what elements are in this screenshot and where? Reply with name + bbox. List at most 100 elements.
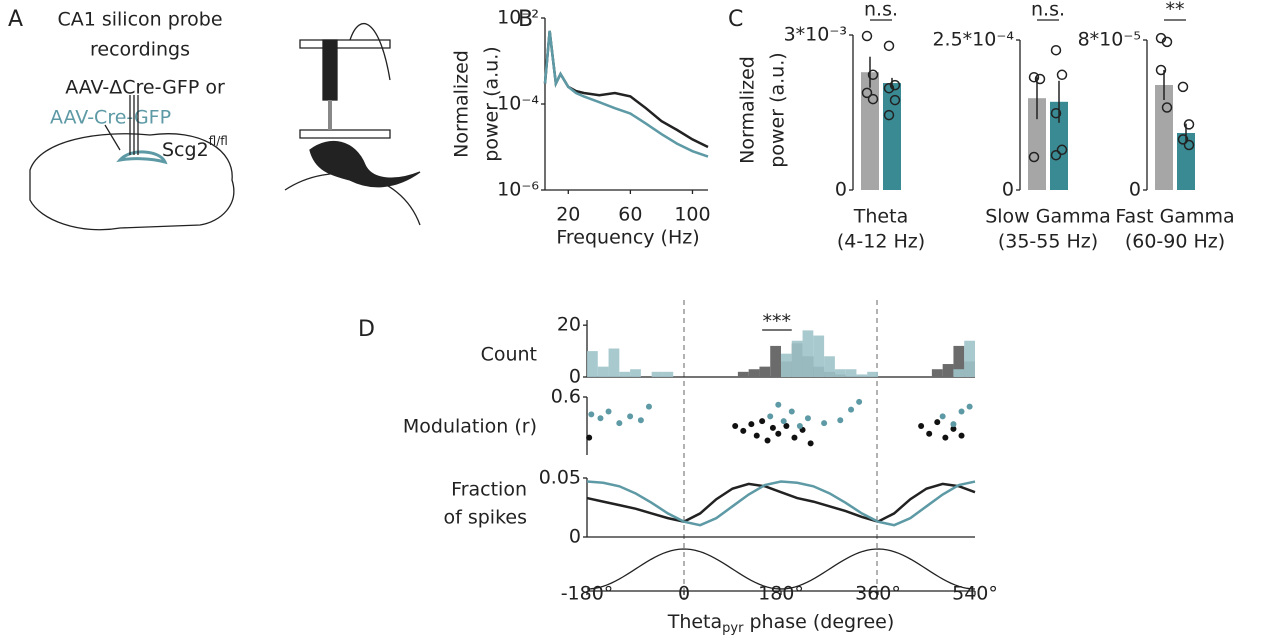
histogram-bar — [759, 366, 771, 377]
scatter-point — [627, 413, 634, 420]
data-point — [889, 79, 901, 91]
scatter-point — [791, 434, 798, 441]
histogram-bar — [630, 369, 641, 377]
data-point — [1056, 69, 1068, 81]
data-point — [1050, 44, 1062, 56]
series-line — [543, 30, 709, 158]
y-axis-label: Count — [481, 344, 537, 366]
data-point — [889, 94, 901, 106]
scatter-point — [767, 413, 774, 420]
histogram-bar — [597, 366, 609, 377]
y-tick-label: 8*10⁻⁵ — [1078, 29, 1141, 51]
data-point — [867, 93, 879, 105]
y-axis-label: power (a.u.) — [481, 46, 503, 161]
histogram-bar — [942, 364, 954, 377]
data-point — [861, 87, 873, 99]
probe — [129, 95, 139, 155]
y-tick-label: 0 — [569, 366, 581, 388]
bar — [1177, 133, 1195, 190]
scatter-point — [934, 419, 941, 426]
data-point — [1028, 151, 1040, 163]
x-tick-label: 540° — [952, 583, 998, 605]
scatter-point — [759, 418, 766, 425]
y-tick-label: 2.5*10⁻⁴ — [932, 29, 1014, 51]
x-label-main: Theta — [667, 611, 722, 633]
scatter-point — [807, 440, 814, 447]
panel-label: D — [358, 317, 375, 342]
significance: n.s. — [864, 0, 898, 21]
histogram-bar — [770, 345, 781, 377]
y-axis-label: Normalized — [737, 56, 759, 164]
headstage — [322, 39, 338, 101]
holder — [299, 39, 391, 139]
histogram-bar — [824, 356, 835, 377]
panel-a-text: AAV-ΔCre-GFP or — [65, 77, 225, 99]
data-point — [1161, 102, 1173, 113]
histogram-bar — [737, 371, 749, 377]
y-tick-label: 3*10⁻³ — [784, 24, 847, 46]
scatter-point — [926, 430, 933, 437]
histogram-bar — [964, 340, 975, 377]
mouse — [309, 141, 421, 188]
y-axis-label: Fraction — [451, 479, 527, 501]
genotype-main: Scg2 — [162, 139, 209, 161]
data-point — [1177, 81, 1189, 93]
series-line — [586, 480, 976, 527]
significance: n.s. — [1031, 0, 1065, 21]
scatter-point — [950, 425, 957, 432]
cable — [349, 22, 391, 81]
data-point — [883, 82, 895, 94]
bar — [1155, 85, 1173, 190]
y-tick-label: 0 — [1129, 179, 1141, 201]
data-point — [1183, 139, 1195, 151]
histogram-bar — [748, 369, 760, 377]
y-tick-label: 0 — [1002, 179, 1014, 201]
x-tick-label: 60 — [618, 204, 642, 226]
scatter-point — [848, 406, 855, 413]
data-point — [867, 69, 879, 81]
wheel — [284, 172, 421, 226]
scatter-point — [804, 415, 811, 422]
histogram-bar — [845, 369, 857, 377]
bar — [1028, 98, 1046, 190]
histogram-bar — [662, 371, 674, 377]
x-axis-label: Slow Gamma — [985, 206, 1111, 228]
y-axis-label: Modulation (r) — [403, 416, 537, 438]
x-label-sub: pyr — [722, 621, 744, 636]
scatter-point — [783, 423, 790, 429]
scatter-point — [748, 421, 755, 428]
data-point — [1034, 73, 1046, 85]
scatter-point — [775, 430, 782, 437]
panel-label: A — [8, 7, 23, 32]
x-tick-label: 360° — [855, 583, 901, 605]
histogram-bar — [856, 374, 868, 377]
scatter-point — [732, 423, 739, 429]
scatter-point — [597, 415, 604, 422]
y-axis-label: Normalized — [451, 50, 473, 158]
scatter-point — [645, 403, 652, 410]
scatter-point — [753, 432, 760, 439]
arrow — [104, 124, 121, 151]
scatter-point — [775, 401, 782, 408]
y-tick-label: 0.05 — [539, 467, 581, 489]
histogram-bar — [953, 345, 965, 377]
significance: ** — [1166, 0, 1185, 21]
panel-a-text: AAV-Cre-GFP — [50, 107, 171, 129]
y-tick-label: 10⁻² — [497, 7, 539, 29]
histogram-bar — [931, 369, 943, 377]
x-tick-label: 20 — [556, 204, 580, 226]
x-axis-label: (35-55 Hz) — [998, 231, 1098, 253]
scatter-point — [958, 432, 965, 439]
x-tick-label: 0 — [678, 583, 690, 605]
hippocampus — [116, 150, 168, 165]
genotype: Scg2fl/fl — [162, 134, 228, 161]
x-label-rest: phase (degree) — [743, 611, 894, 633]
y-tick-label: 0 — [835, 179, 847, 201]
x-axis-label: (4-12 Hz) — [837, 231, 925, 253]
scatter-point — [942, 434, 949, 441]
histogram-bar — [651, 371, 663, 377]
bar — [883, 83, 901, 190]
significance: *** — [762, 311, 791, 333]
x-tick-label: -180° — [561, 583, 614, 605]
